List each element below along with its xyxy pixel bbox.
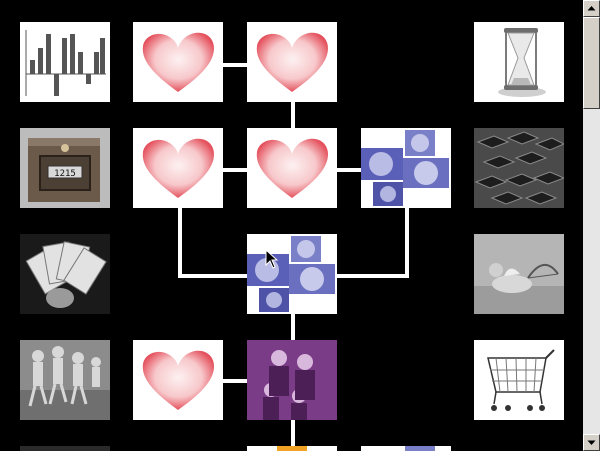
connector-line <box>178 274 247 278</box>
shopping-cart-tile[interactable] <box>474 340 564 420</box>
scroll-down-button[interactable] <box>583 434 600 451</box>
partial-photo-tile[interactable] <box>20 446 110 451</box>
vertical-scrollbar[interactable] <box>583 0 600 451</box>
heart-icon <box>133 340 223 420</box>
family-portrait-tile[interactable] <box>247 340 337 420</box>
connector-line <box>291 314 295 340</box>
safe-counter-text: 1215 <box>54 169 76 179</box>
heart-tile[interactable] <box>133 22 223 102</box>
connector-line <box>291 420 295 451</box>
connector-line <box>223 168 247 172</box>
faces-collage-icon <box>247 234 337 314</box>
heart-icon <box>133 128 223 208</box>
faces-collage-icon <box>361 128 451 208</box>
connector-line <box>223 379 247 383</box>
safe-icon: 1215 <box>20 128 110 208</box>
heart-tile[interactable] <box>247 128 337 208</box>
cupid-icon <box>474 234 564 314</box>
bar-chart-tile[interactable] <box>20 22 110 102</box>
connector-line <box>337 168 361 172</box>
partial-faces-tile[interactable] <box>361 446 451 451</box>
hourglass-icon <box>474 22 564 102</box>
graduation-caps-icon <box>474 128 564 208</box>
faces-collage-tile[interactable] <box>247 234 337 314</box>
connector-line <box>178 208 182 278</box>
shopping-cart-icon <box>474 340 564 420</box>
heart-tile[interactable] <box>247 22 337 102</box>
connector-line <box>405 208 409 278</box>
heart-tile[interactable] <box>133 340 223 420</box>
partial-sun-tile[interactable] <box>247 446 337 451</box>
bar-chart-icon <box>20 22 110 102</box>
money-fan-icon <box>20 234 110 314</box>
scrollbar-thumb[interactable] <box>583 17 600 109</box>
scroll-up-button[interactable] <box>583 0 600 17</box>
sun-icon <box>277 446 307 451</box>
graduation-caps-tile[interactable] <box>474 128 564 208</box>
scroll-down-icon <box>587 440 596 445</box>
heart-icon <box>133 22 223 102</box>
connector-line <box>223 63 247 67</box>
running-kids-icon <box>20 340 110 420</box>
scroll-up-icon <box>587 6 596 11</box>
faces-collage-tile[interactable] <box>361 128 451 208</box>
hourglass-tile[interactable] <box>474 22 564 102</box>
mouse-pointer-icon <box>265 249 279 269</box>
running-kids-tile[interactable] <box>20 340 110 420</box>
heart-icon <box>247 22 337 102</box>
faces-collage-icon <box>405 446 435 451</box>
safe-tile[interactable]: 1215 <box>20 128 110 208</box>
family-portrait-icon <box>247 340 337 420</box>
money-fan-tile[interactable] <box>20 234 110 314</box>
image-grid-canvas: 1215 <box>20 22 564 451</box>
connector-line <box>337 274 409 278</box>
connector-line <box>291 102 295 128</box>
heart-icon <box>247 128 337 208</box>
heart-tile[interactable] <box>133 128 223 208</box>
cupid-tile[interactable] <box>474 234 564 314</box>
